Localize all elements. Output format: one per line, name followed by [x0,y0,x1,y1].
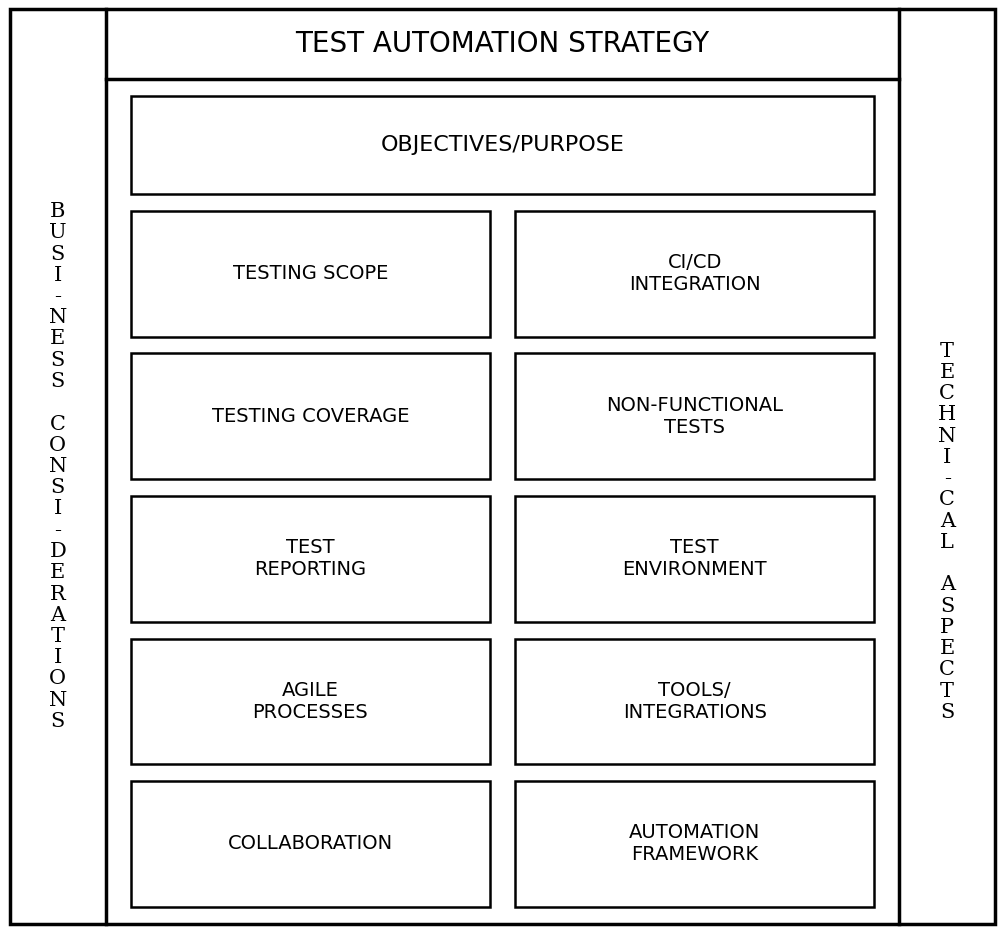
Text: NON-FUNCTIONAL
TESTS: NON-FUNCTIONAL TESTS [606,396,783,437]
Text: TESTING SCOPE: TESTING SCOPE [232,264,388,284]
Bar [131,211,490,337]
Text: T
E
C
H
N
I
-
C
A
L
 
A
S
P
E
C
T
S: T E C H N I - C A L A S P E C T S [938,341,957,722]
Text: OBJECTIVES/PURPOSE: OBJECTIVES/PURPOSE [381,135,624,155]
Bar [131,496,490,621]
Bar [515,211,874,337]
Bar [131,96,874,194]
Bar [515,638,874,764]
Bar [515,781,874,907]
Text: TOOLS/
INTEGRATIONS: TOOLS/ INTEGRATIONS [623,681,767,722]
Text: TEST AUTOMATION STRATEGY: TEST AUTOMATION STRATEGY [295,30,710,59]
Bar [131,781,490,907]
Text: B
U
S
I
-
N
E
S
S
 
C
O
N
S
I
-
D
E
R
A
T
I
O
N
S: B U S I - N E S S C O N S I - D E R A T … [48,202,67,731]
Bar [131,638,490,764]
Text: CI/CD
INTEGRATION: CI/CD INTEGRATION [629,253,761,294]
Text: AGILE
PROCESSES: AGILE PROCESSES [252,681,368,722]
Text: TESTING COVERAGE: TESTING COVERAGE [211,407,409,425]
Text: AUTOMATION
FRAMEWORK: AUTOMATION FRAMEWORK [629,824,761,865]
Bar [515,354,874,480]
Bar [131,354,490,480]
Text: TEST
REPORTING: TEST REPORTING [254,538,367,579]
Text: TEST
ENVIRONMENT: TEST ENVIRONMENT [622,538,767,579]
Text: COLLABORATION: COLLABORATION [228,834,393,854]
Bar [515,496,874,621]
